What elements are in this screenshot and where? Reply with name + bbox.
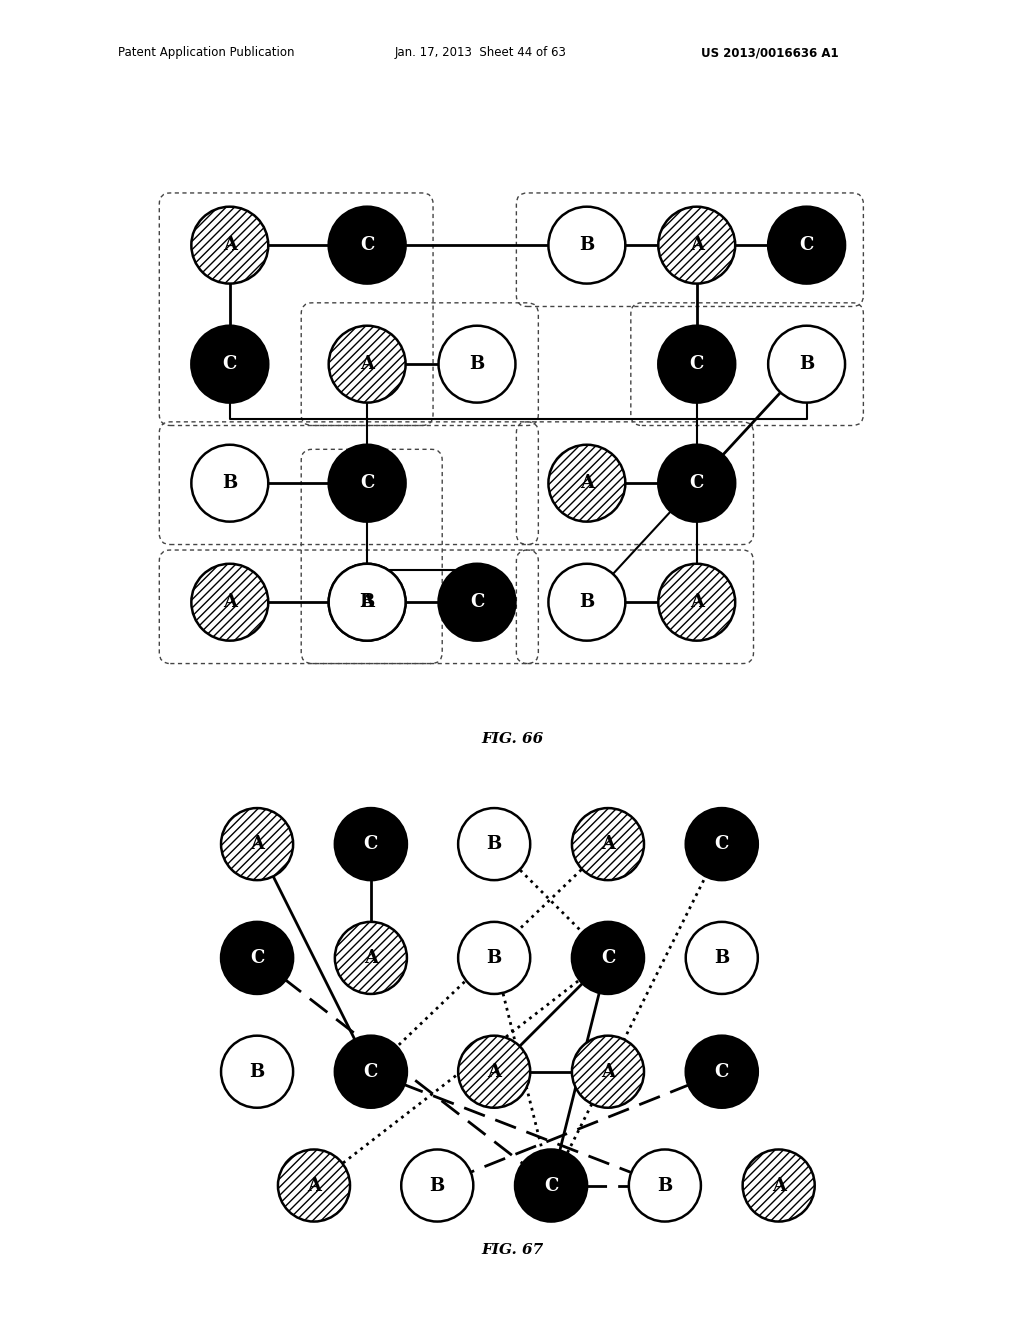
Text: C: C (364, 836, 378, 853)
Text: C: C (800, 236, 814, 255)
Text: A: A (690, 593, 703, 611)
Text: A: A (772, 1176, 785, 1195)
Circle shape (438, 564, 515, 640)
Text: B: B (469, 355, 484, 374)
Text: B: B (657, 1176, 673, 1195)
Circle shape (572, 808, 644, 880)
Text: A: A (360, 355, 374, 374)
Text: US 2013/0016636 A1: US 2013/0016636 A1 (701, 46, 839, 59)
Text: C: C (222, 355, 237, 374)
Circle shape (686, 921, 758, 994)
Text: C: C (544, 1176, 558, 1195)
Text: B: B (486, 949, 502, 968)
Circle shape (191, 207, 268, 284)
Text: A: A (580, 474, 594, 492)
Circle shape (335, 1036, 407, 1107)
Circle shape (335, 808, 407, 880)
Circle shape (329, 564, 406, 640)
Circle shape (549, 207, 626, 284)
Circle shape (549, 564, 626, 640)
Circle shape (658, 326, 735, 403)
Circle shape (686, 1036, 758, 1107)
Text: A: A (307, 1176, 321, 1195)
Circle shape (278, 1150, 350, 1221)
Circle shape (572, 1036, 644, 1107)
Circle shape (458, 808, 530, 880)
Text: A: A (601, 836, 615, 853)
Circle shape (191, 326, 268, 403)
Circle shape (658, 445, 735, 521)
Circle shape (686, 808, 758, 880)
Text: C: C (715, 1063, 729, 1081)
Text: B: B (222, 474, 238, 492)
Circle shape (658, 207, 735, 284)
Circle shape (438, 326, 515, 403)
Text: B: B (486, 836, 502, 853)
Circle shape (221, 808, 293, 880)
Circle shape (658, 564, 735, 640)
Text: C: C (360, 236, 375, 255)
Text: FIG. 66: FIG. 66 (481, 733, 543, 746)
Circle shape (329, 445, 406, 521)
Text: A: A (487, 1063, 501, 1081)
Text: A: A (223, 236, 237, 255)
Text: B: B (430, 1176, 444, 1195)
Circle shape (572, 921, 644, 994)
Circle shape (401, 1150, 473, 1221)
Circle shape (768, 326, 845, 403)
Circle shape (329, 564, 406, 640)
Text: C: C (689, 474, 703, 492)
Text: B: B (714, 949, 729, 968)
Text: B: B (250, 1063, 265, 1081)
Text: B: B (799, 355, 814, 374)
Text: C: C (250, 949, 264, 968)
Text: A: A (364, 949, 378, 968)
Text: Jan. 17, 2013  Sheet 44 of 63: Jan. 17, 2013 Sheet 44 of 63 (394, 46, 566, 59)
Text: B: B (359, 593, 375, 611)
Text: C: C (470, 593, 484, 611)
Text: A: A (690, 236, 703, 255)
Circle shape (335, 921, 407, 994)
Text: A: A (601, 1063, 615, 1081)
Text: C: C (715, 836, 729, 853)
Text: C: C (601, 949, 615, 968)
Circle shape (458, 1036, 530, 1107)
Circle shape (549, 445, 626, 521)
Text: B: B (580, 236, 595, 255)
Text: C: C (360, 474, 375, 492)
Circle shape (629, 1150, 700, 1221)
Text: Patent Application Publication: Patent Application Publication (118, 46, 294, 59)
Circle shape (329, 207, 406, 284)
Circle shape (458, 921, 530, 994)
Text: A: A (250, 836, 264, 853)
Circle shape (221, 1036, 293, 1107)
Circle shape (515, 1150, 587, 1221)
Text: A: A (360, 593, 374, 611)
Circle shape (191, 564, 268, 640)
Circle shape (768, 207, 845, 284)
Circle shape (191, 445, 268, 521)
Circle shape (329, 326, 406, 403)
Circle shape (221, 921, 293, 994)
Text: FIG. 67: FIG. 67 (481, 1243, 543, 1257)
Circle shape (742, 1150, 815, 1221)
Text: A: A (223, 593, 237, 611)
Text: C: C (364, 1063, 378, 1081)
Text: B: B (580, 593, 595, 611)
Text: C: C (689, 355, 703, 374)
